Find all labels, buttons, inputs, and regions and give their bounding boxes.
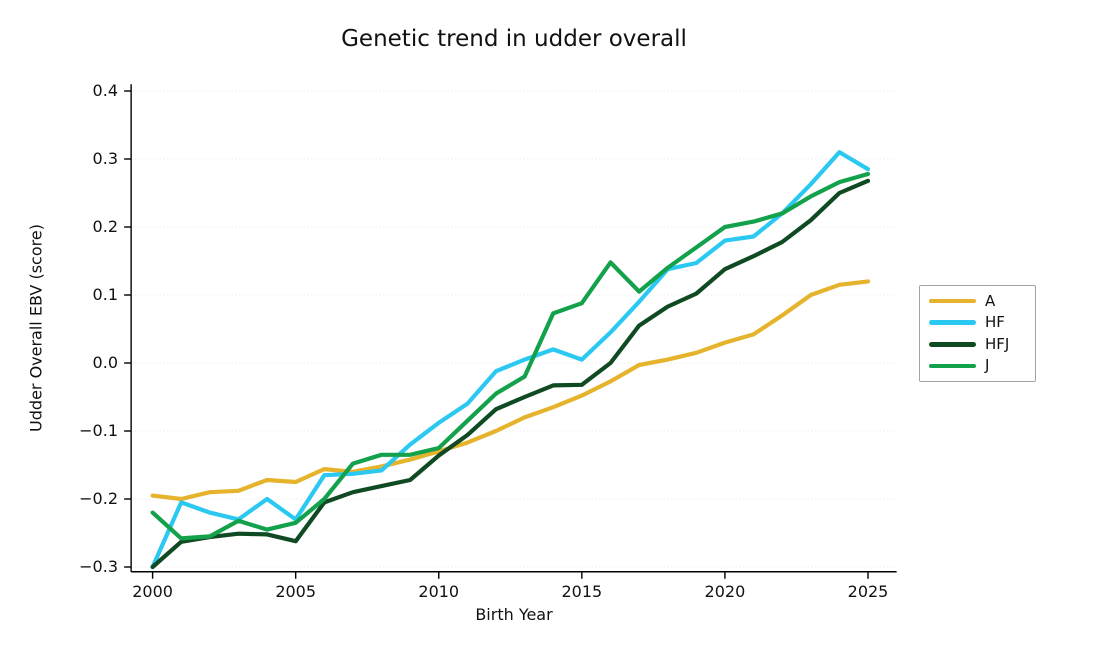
y-tick-label-0.1: 0.1: [92, 285, 118, 304]
legend-label-HFJ: HFJ: [985, 334, 1010, 353]
y-tick-label-0: 0.0: [92, 353, 118, 372]
legend-label-A: A: [985, 291, 996, 310]
y-tick-label-0.3: 0.3: [92, 149, 118, 168]
y-tick-label-0.2: 0.2: [92, 217, 118, 236]
x-tick-label-2015: 2015: [561, 582, 603, 601]
legend-swatch-HF: [929, 320, 976, 325]
legend-swatch-A: [929, 298, 976, 304]
x-tick-label-2005: 2005: [275, 582, 317, 601]
legend-item-J: J: [920, 357, 1035, 374]
legend-swatch-J: [929, 363, 976, 369]
legend-item-HFJ: HFJ: [920, 334, 1035, 353]
x-axis-label: Birth Year: [475, 605, 553, 624]
y-tick-label--0.3: −0.3: [79, 557, 118, 576]
series-line-A: [150, 279, 871, 502]
series-line-J: [150, 171, 871, 541]
x-tick-label-2010: 2010: [418, 582, 460, 601]
x-tick-label-2000: 2000: [132, 582, 173, 601]
legend: A HF HFJ J: [919, 285, 1036, 382]
x-tick-label-2025: 2025: [847, 582, 889, 601]
legend-item-A: A: [920, 291, 1035, 310]
legend-swatch-HFJ: [929, 342, 976, 347]
y-tick-label--0.2: −0.2: [79, 489, 118, 508]
y-tick-label--0.1: −0.1: [79, 421, 118, 440]
series-line-HFJ: [150, 178, 871, 570]
legend-item-HF: HF: [920, 314, 1035, 331]
legend-label-J: J: [985, 356, 990, 375]
series-line-HF: [150, 150, 871, 570]
legend-label-HF: HF: [985, 313, 1005, 332]
x-tick-label-2020: 2020: [704, 582, 746, 601]
y-tick-label-0.4: 0.4: [92, 81, 118, 100]
chart-title: Genetic trend in udder overall: [341, 26, 687, 52]
